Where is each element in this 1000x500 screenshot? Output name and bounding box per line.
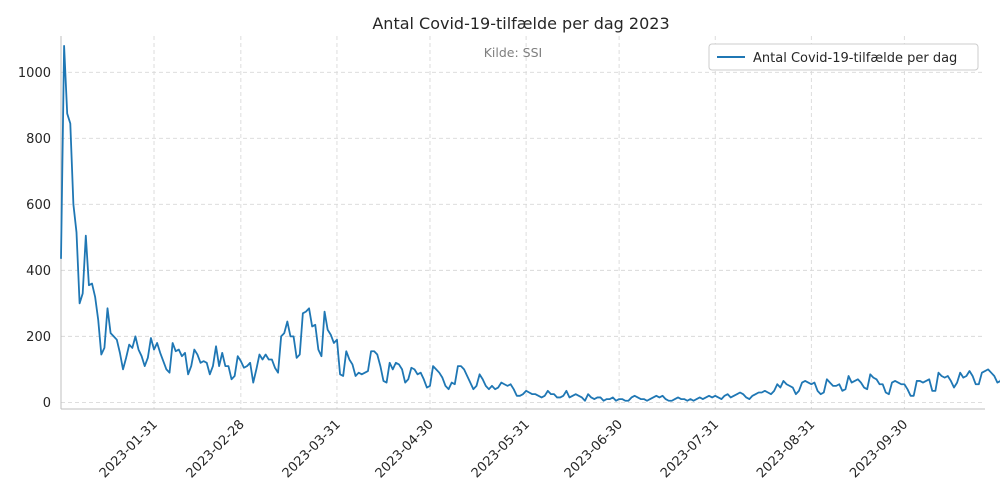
series-line (60, 45, 1000, 402)
y-tick-label: 1000 (18, 66, 51, 81)
y-tick-label: 800 (26, 132, 51, 147)
legend-label: Antal Covid-19-tilfælde per dag (753, 51, 957, 66)
y-tick-label: 400 (26, 264, 51, 279)
y-tick-labels: 0 200 400 600 800 1000 (18, 66, 51, 411)
chart-title: Antal Covid-19-tilfælde per dag 2023 (372, 14, 669, 33)
chart-subtitle: Kilde: SSI (484, 45, 543, 60)
series (60, 45, 1000, 402)
y-tick-label: 200 (26, 330, 51, 345)
legend-box (708, 43, 979, 71)
y-tick-label: 0 (43, 396, 51, 411)
legend: Antal Covid-19-tilfælde per dag (708, 43, 979, 71)
y-tick-label: 600 (26, 198, 51, 213)
